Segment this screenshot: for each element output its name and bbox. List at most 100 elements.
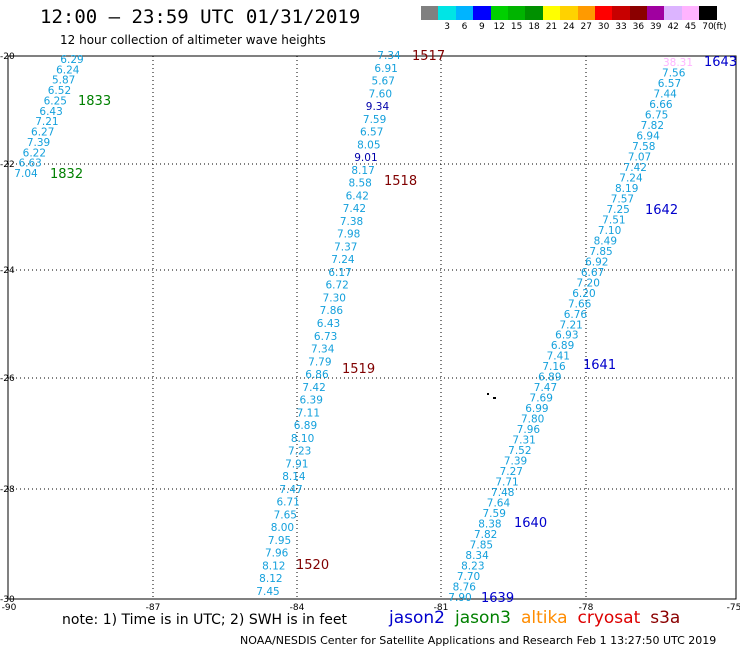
track3-value: 6.93 — [555, 330, 578, 342]
pass-label: 1832 — [50, 167, 83, 182]
track3-value: 8.19 — [615, 183, 638, 195]
satellite-jason2: jason2 — [389, 608, 445, 628]
track1-value: 6.24 — [56, 64, 80, 76]
lat-tick-label: -30 — [0, 595, 15, 605]
lon-tick-label: -75 — [727, 603, 740, 613]
legend-label: 12 — [493, 22, 505, 32]
track2-value: 7.59 — [363, 114, 386, 126]
legend-swatch — [455, 6, 474, 20]
legend-swatch — [490, 6, 508, 20]
lat-tick-label: -28 — [0, 485, 15, 495]
track3-value: 6.67 — [581, 267, 604, 279]
track3-value: 7.42 — [624, 162, 647, 174]
legend-label: 45 — [684, 22, 697, 32]
track2-value: 5.67 — [372, 76, 395, 88]
track1-value: 6.43 — [39, 106, 62, 118]
track2-value: 7.91 — [285, 458, 308, 470]
lon-tick-label: -90 — [2, 603, 17, 613]
track3-value: 7.69 — [530, 393, 553, 405]
legend-swatch — [421, 6, 439, 20]
pass-label: 1520 — [296, 558, 329, 573]
track2-value: 7.79 — [308, 356, 331, 368]
track1-value: 7.04 — [14, 168, 38, 180]
track2-value: 7.65 — [274, 509, 297, 521]
track3-value: 7.66 — [568, 298, 592, 310]
lat-tick-label: -22 — [0, 160, 15, 170]
legend-label: 9 — [479, 22, 485, 32]
legend-swatch — [629, 6, 648, 20]
legend-label: 15 — [510, 22, 523, 32]
track2-value: 7.60 — [369, 88, 392, 100]
track2-value: 7.23 — [288, 446, 311, 458]
track3-value: 7.82 — [474, 529, 497, 541]
pass-label: 1641 — [583, 358, 616, 373]
track3-value: 38.31 — [663, 57, 693, 69]
map-frame — [7, 55, 737, 600]
track3-value: 6.99 — [525, 403, 548, 415]
lon-tick-label: -87 — [146, 603, 161, 613]
track2-value: 7.34 — [377, 50, 401, 62]
legend-swatch — [438, 6, 456, 20]
track2-value: 8.58 — [348, 178, 371, 190]
satellite-legend: jason2 jason3 altika cryosat s3a — [389, 608, 690, 628]
track2-value: 7.24 — [331, 254, 355, 266]
track2-value: 9.34 — [366, 101, 390, 113]
legend-unit: (ft) — [713, 22, 727, 32]
legend-swatch — [594, 6, 613, 20]
track3-value: 7.16 — [542, 361, 566, 373]
track2-value: 6.39 — [300, 395, 323, 407]
track3-value: 6.20 — [572, 288, 595, 300]
footer-credit: NOAA/NESDIS Center for Satellite Applica… — [240, 634, 717, 647]
track2-value: 7.42 — [343, 203, 366, 215]
track2-value: 6.86 — [305, 369, 329, 381]
legend-swatch — [473, 6, 491, 20]
track1-value: 6.25 — [44, 95, 67, 107]
legend-swatch — [577, 6, 595, 20]
track2-value: 7.95 — [268, 535, 291, 547]
island-mark — [487, 393, 489, 395]
track2-value: 8.10 — [291, 433, 314, 445]
track2-value: 6.71 — [276, 497, 299, 509]
track3-value: 7.25 — [606, 204, 629, 216]
track2-value: 7.37 — [334, 241, 357, 253]
track3-value: 7.58 — [632, 141, 655, 153]
track2-value: 8.05 — [357, 139, 380, 151]
legend-label: 30 — [597, 22, 610, 32]
pass-label: 1518 — [384, 174, 417, 189]
track3-value: 6.94 — [636, 130, 660, 142]
track3-value: 6.92 — [585, 256, 608, 268]
satellite-altika: altika — [521, 608, 568, 628]
track3-value: 7.47 — [534, 382, 557, 394]
color-legend-labels: 3 6 9 12 15 18 21 24 27 30 33 36 39 42 45 70 — [421, 22, 717, 32]
track1-value: 6.52 — [48, 85, 71, 97]
track2-value: 9.01 — [354, 152, 377, 164]
track2-value: 8.12 — [262, 560, 285, 572]
track3-value: 7.96 — [517, 424, 541, 436]
footer-note: note: 1) Time is in UTC; 2) SWH is in fe… — [62, 612, 348, 628]
legend-label: 18 — [528, 22, 540, 32]
track3-value: 7.80 — [521, 414, 544, 426]
track3-value: 7.39 — [504, 456, 527, 468]
track3-value: 7.71 — [495, 477, 518, 489]
legend-label: 70 — [702, 22, 714, 32]
legend-swatch — [525, 6, 543, 20]
track2-value: 6.89 — [294, 420, 317, 432]
track3-value: 8.76 — [453, 582, 477, 594]
track2-value: 7.96 — [265, 548, 289, 560]
legend-label: 33 — [615, 22, 627, 32]
track3-value: 7.27 — [500, 466, 523, 478]
lat-tick-label: -26 — [0, 374, 15, 384]
pass-label: 1833 — [78, 94, 111, 109]
track3-value: 7.51 — [602, 214, 625, 226]
track3-value: 7.70 — [457, 571, 480, 583]
legend-swatch — [560, 6, 578, 20]
track3-value: 7.85 — [589, 246, 612, 258]
track2-value: 7.47 — [279, 484, 302, 496]
track1-value: 6.63 — [18, 158, 41, 170]
track3-value: 6.89 — [538, 372, 561, 384]
track2-value: 6.17 — [328, 267, 351, 279]
legend-swatch — [647, 6, 665, 20]
track2-value: 7.38 — [340, 216, 363, 228]
track3-value: 7.59 — [483, 508, 506, 520]
